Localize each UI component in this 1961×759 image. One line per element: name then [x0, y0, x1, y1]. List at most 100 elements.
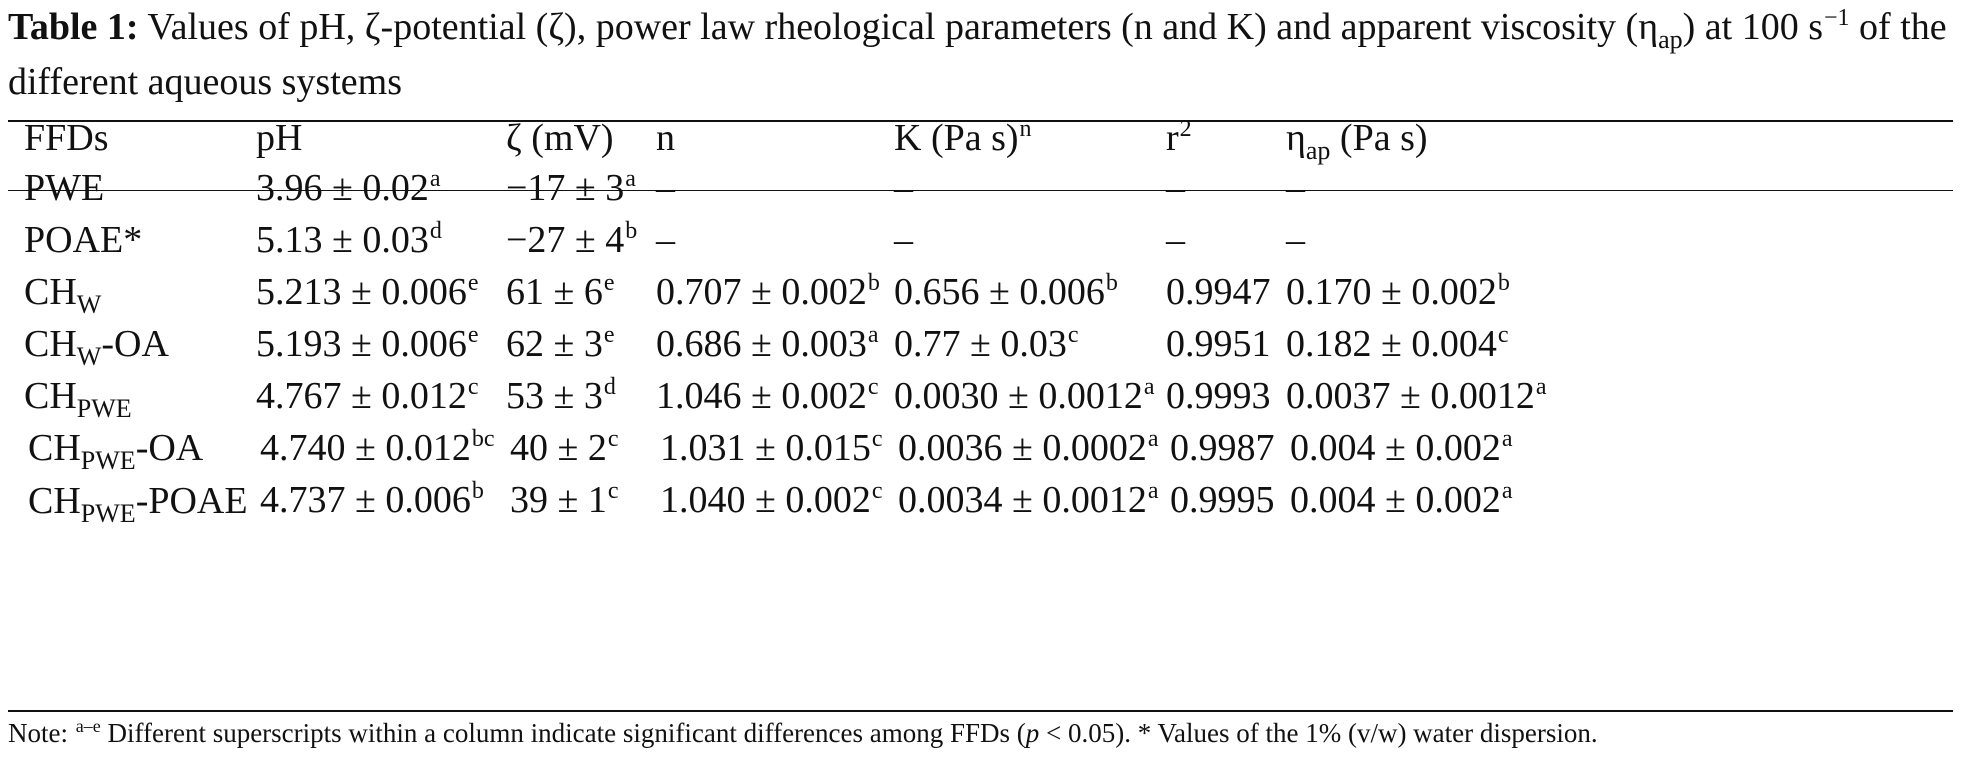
ffd-main: POAE*: [24, 219, 143, 261]
header-r2: r2: [1166, 116, 1192, 165]
cell-ffd: PWE: [24, 166, 104, 214]
eta-value: –: [1286, 219, 1305, 261]
k-value: –: [894, 167, 913, 209]
header-rule: [8, 190, 1953, 191]
header-zeta: ζ (mV): [506, 117, 614, 159]
n-sup: b: [867, 270, 880, 296]
cell-zeta: −17 ± 3a: [506, 166, 636, 215]
note-text1: Different superscripts within a column i…: [100, 718, 1026, 748]
caption-text-sup: −1: [1824, 5, 1850, 31]
ffd-rest: -OA: [101, 323, 169, 365]
ffd-main: CH: [24, 375, 77, 417]
cell-ph: 3.96 ± 0.02a: [256, 166, 441, 215]
n-sup: a: [867, 322, 879, 348]
ph-value: 3.96 ± 0.02: [256, 167, 429, 209]
ph-value: 5.13 ± 0.03: [256, 219, 429, 261]
note-text2: < 0.05). * Values of the 1% (v/w) water …: [1039, 718, 1598, 748]
ph-value: 5.193 ± 0.006: [256, 323, 467, 365]
cell-k: 0.0030 ± 0.0012a: [894, 374, 1155, 423]
ph-sup: b: [471, 478, 484, 504]
ffd-sub: PWE: [80, 446, 136, 475]
n-value: 0.686 ± 0.003: [656, 323, 867, 365]
eta-sup: a: [1501, 478, 1513, 504]
header-r2-main: r: [1166, 117, 1179, 159]
zeta-value: 39 ± 1: [510, 479, 607, 521]
cell-ph: 5.13 ± 0.03d: [256, 218, 442, 267]
eta-value: 0.0037 ± 0.0012: [1286, 375, 1535, 417]
zeta-value: −17 ± 3: [506, 167, 625, 209]
cell-zeta: 53 ± 3d: [506, 374, 616, 423]
cell-eta: 0.004 ± 0.002a: [1290, 426, 1513, 475]
eta-value: 0.170 ± 0.002: [1286, 271, 1497, 313]
ph-value: 5.213 ± 0.006: [256, 271, 467, 313]
cell-eta: –: [1286, 218, 1306, 267]
cell-ffd: CHW: [24, 270, 101, 319]
cell-zeta: 39 ± 1c: [510, 478, 619, 527]
zeta-value: 61 ± 6: [506, 271, 603, 313]
k-sup: a: [1143, 374, 1155, 400]
cell-k: –: [894, 166, 914, 215]
note-p: p: [1025, 718, 1040, 748]
n-value: 1.031 ± 0.015: [660, 427, 871, 469]
cell-ph: 4.740 ± 0.012bc: [260, 426, 495, 475]
ffd-main: CH: [28, 427, 81, 469]
cell-ph: 5.193 ± 0.006e: [256, 322, 479, 371]
eta-sup: a: [1535, 374, 1547, 400]
header-k: K (Pa s)n: [894, 116, 1032, 165]
zeta-value: 62 ± 3: [506, 323, 603, 365]
cell-ph: 4.737 ± 0.006b: [260, 478, 484, 527]
eta-sup: c: [1497, 322, 1509, 348]
bottom-rule: [8, 710, 1953, 712]
eta-value: –: [1286, 167, 1305, 209]
cell-zeta: −27 ± 4b: [506, 218, 637, 267]
cell-n: 1.031 ± 0.015c: [660, 426, 883, 475]
cell-r2: –: [1166, 219, 1185, 261]
cell-k: 0.77 ± 0.03c: [894, 322, 1079, 371]
ffd-main: PWE: [24, 167, 105, 209]
cell-n: 1.046 ± 0.002c: [656, 374, 879, 423]
caption-text-sub: ap: [1658, 25, 1683, 54]
cell-ph: 5.213 ± 0.006e: [256, 270, 479, 319]
note-sup: a–e: [75, 716, 101, 736]
k-value: 0.77 ± 0.03: [894, 323, 1067, 365]
n-value: –: [656, 167, 675, 209]
ph-value: 4.740 ± 0.012: [260, 427, 471, 469]
zeta-sup: e: [603, 322, 615, 348]
cell-ffd: POAE*: [24, 218, 142, 266]
cell-r2: 0.9951: [1166, 323, 1271, 365]
ph-sup: e: [467, 270, 479, 296]
ph-value: 4.737 ± 0.006: [260, 479, 471, 521]
n-value: 0.707 ± 0.002: [656, 271, 867, 313]
top-rule: [8, 120, 1953, 122]
cell-r2: 0.9987: [1170, 427, 1275, 469]
zeta-sup: b: [625, 218, 638, 244]
caption-text-part1: Values of pH, ζ-potential (ζ), power law…: [147, 6, 1659, 48]
ffd-sub: W: [76, 342, 102, 371]
table-caption: Table 1: Values of pH, ζ-potential (ζ), …: [8, 2, 1953, 107]
table-footnote: Note: a–e Different superscripts within …: [8, 712, 1953, 757]
caption-text-part2: ) at 100 s: [1682, 6, 1823, 48]
k-sup: a: [1147, 426, 1159, 452]
eta-value: 0.182 ± 0.004: [1286, 323, 1497, 365]
eta-value: 0.004 ± 0.002: [1290, 427, 1501, 469]
cell-r2: 0.9993: [1166, 375, 1271, 417]
ffd-main: CH: [28, 480, 81, 522]
eta-sup: b: [1497, 270, 1510, 296]
ffd-main: CH: [24, 271, 77, 313]
cell-ffd: CHPWE-OA: [28, 426, 203, 475]
cell-n: –: [656, 218, 676, 267]
eta-value: 0.004 ± 0.002: [1290, 479, 1501, 521]
k-value: 0.656 ± 0.006: [894, 271, 1105, 313]
cell-eta: 0.170 ± 0.002b: [1286, 270, 1510, 319]
cell-n: 0.707 ± 0.002b: [656, 270, 880, 319]
zeta-sup: e: [603, 270, 615, 296]
cell-zeta: 40 ± 2c: [510, 426, 619, 475]
cell-ph: 4.767 ± 0.012c: [256, 374, 479, 423]
n-value: –: [656, 219, 675, 261]
k-value: 0.0034 ± 0.0012: [898, 479, 1147, 521]
n-sup: c: [871, 426, 883, 452]
ph-sup: c: [467, 374, 479, 400]
cell-k: 0.0036 ± 0.0002a: [898, 426, 1159, 475]
ph-value: 4.767 ± 0.012: [256, 375, 467, 417]
